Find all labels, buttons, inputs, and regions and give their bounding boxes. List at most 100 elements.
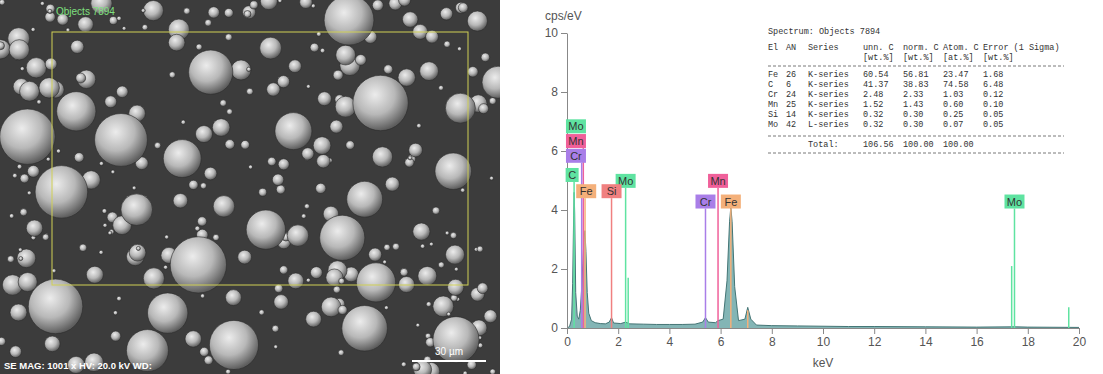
element-label-text: Mo	[1007, 196, 1022, 208]
particle	[20, 67, 24, 71]
particle	[111, 170, 115, 174]
x-tick: 8	[769, 328, 776, 349]
element-label: Fe	[721, 195, 741, 209]
particle	[35, 166, 88, 219]
particle	[477, 283, 488, 294]
element-label-text: Cr	[570, 150, 582, 162]
tick-label: 18	[1022, 335, 1036, 349]
element-line	[747, 310, 749, 328]
particle	[454, 267, 458, 271]
particle	[259, 188, 267, 196]
table-cell: 60.54	[863, 70, 889, 80]
element-line	[717, 188, 719, 328]
instrument-info: SE MAG: 1001 x HV: 20.0 kV WD:	[4, 360, 152, 371]
element-label-text: C	[568, 169, 576, 181]
element-line	[1014, 209, 1016, 328]
particle	[168, 34, 185, 51]
element-line	[705, 209, 707, 328]
x-tick: 20	[1073, 328, 1087, 349]
particle	[384, 244, 390, 250]
particle	[304, 204, 309, 209]
table-cell: 0.30	[903, 120, 923, 130]
particle	[45, 58, 57, 70]
particle	[316, 183, 326, 193]
particle	[277, 76, 289, 88]
particle	[440, 8, 453, 21]
tick-label: 6	[718, 335, 725, 349]
particle	[37, 100, 42, 105]
particle	[184, 8, 191, 15]
particle	[420, 62, 439, 81]
particle	[200, 347, 209, 356]
tick-mark	[561, 328, 567, 329]
tick-label: 20	[1073, 335, 1087, 349]
particle	[189, 50, 233, 94]
scale-bar-label: 30 µm	[435, 346, 463, 357]
table-rule	[768, 66, 1064, 67]
particle	[200, 183, 206, 189]
plot-area	[567, 148, 1079, 328]
table-header: AN	[786, 43, 796, 53]
tick-label: 10	[817, 335, 831, 349]
region-frame	[52, 32, 468, 285]
table-cell: 1.68	[983, 70, 1003, 80]
element-line	[1011, 266, 1013, 328]
particle	[48, 9, 52, 13]
table-unit: [at.%]	[943, 53, 974, 63]
particle	[302, 148, 314, 160]
particle	[259, 310, 264, 315]
particle	[409, 143, 423, 157]
particle	[181, 120, 185, 124]
particle	[0, 337, 6, 345]
tick-mark	[561, 210, 567, 211]
particle	[111, 331, 121, 341]
particle	[372, 147, 392, 167]
particle	[42, 234, 49, 241]
particle	[355, 54, 366, 65]
particle	[445, 93, 475, 123]
particle	[353, 75, 408, 130]
particle	[479, 104, 489, 114]
table-cell: Si	[768, 110, 778, 120]
particle	[445, 231, 449, 235]
element-line	[625, 188, 627, 328]
particle	[392, 243, 399, 250]
tick-label: 8	[769, 335, 776, 349]
particle	[71, 40, 84, 53]
particle	[13, 173, 18, 178]
table-cell: 0.32	[863, 120, 883, 130]
particle	[220, 100, 227, 107]
particle	[484, 310, 497, 323]
particle	[429, 242, 433, 246]
particle	[121, 194, 153, 226]
particle	[413, 223, 430, 240]
element-label-text: Cr	[700, 196, 712, 208]
particle	[66, 28, 70, 32]
particle	[78, 17, 94, 33]
table-cell: 42	[786, 120, 796, 130]
tick-mark	[561, 269, 567, 270]
particle	[99, 161, 103, 165]
particle	[399, 276, 415, 292]
particle	[9, 214, 14, 219]
particle	[313, 137, 331, 155]
element-label: Mo	[1004, 195, 1024, 209]
particle	[278, 159, 289, 170]
particle	[317, 155, 331, 169]
element-label: Mn	[708, 174, 728, 188]
region-label: Objects 7894	[56, 6, 115, 17]
particle	[489, 97, 496, 104]
tick-mark	[618, 328, 619, 334]
element-label-box	[566, 149, 586, 163]
particle	[79, 244, 87, 252]
particle	[330, 120, 343, 133]
particle	[18, 248, 22, 252]
particle	[320, 215, 365, 260]
particle	[306, 311, 322, 327]
particle	[333, 286, 340, 293]
particle	[275, 113, 312, 150]
results-table: Spectrum: Objects 7894ElANSeriesunn. Cno…	[764, 22, 1094, 160]
table-total: 100.00	[903, 140, 934, 150]
element-line	[583, 148, 585, 328]
tick-mark	[925, 328, 926, 334]
